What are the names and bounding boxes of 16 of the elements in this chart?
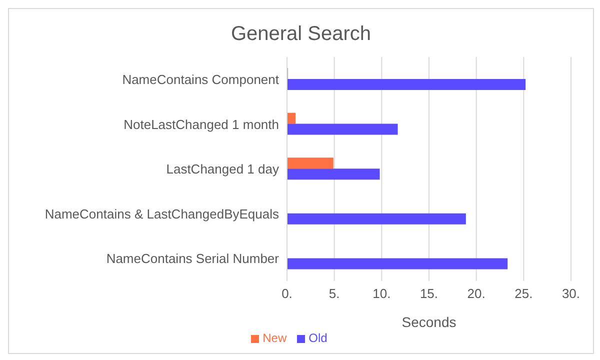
x-tick-label: 0. (282, 286, 292, 302)
y-tick-label: NameContains Serial Number (106, 251, 280, 266)
y-tick-label: NameContains & LastChangedByEquals (44, 206, 280, 222)
x-tick-label: 30. (562, 286, 580, 302)
x-tick-label: 10. (372, 286, 391, 302)
x-axis-title: Seconds (402, 314, 456, 330)
x-tick-label: 5. (328, 286, 340, 302)
legend-label: Old (308, 331, 328, 345)
x-tick-label: 20. (467, 286, 486, 302)
y-tick-label: NoteLastChanged 1 month (124, 116, 279, 132)
x-tick-label: 25. (514, 286, 533, 302)
y-tick-label: NameContains Component (122, 72, 280, 88)
y-tick-label: LastChanged 1 day (166, 162, 280, 177)
legend-label: New (262, 331, 287, 345)
chart-title: General Search (230, 23, 372, 47)
x-tick-label: 15. (420, 286, 438, 302)
